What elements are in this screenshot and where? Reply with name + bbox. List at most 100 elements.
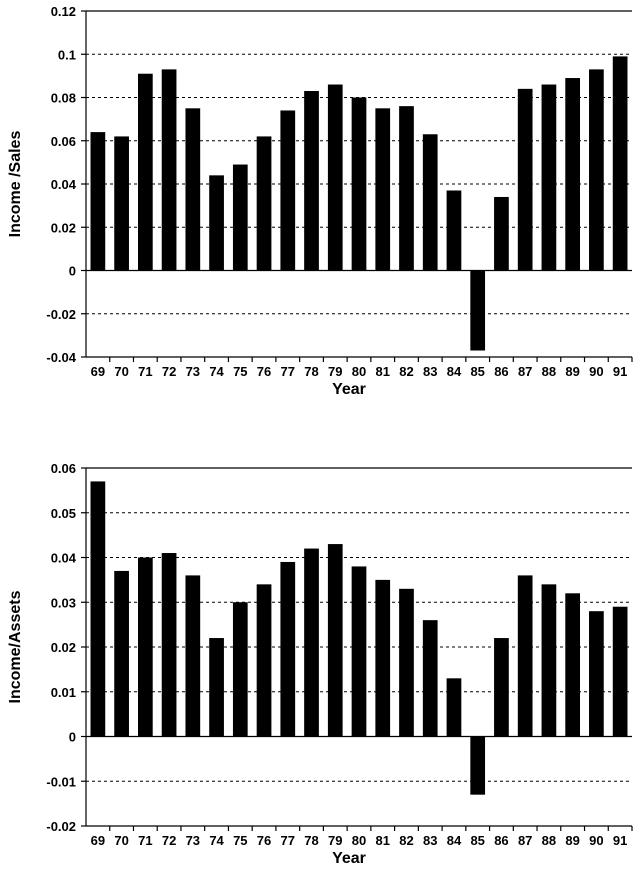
x-tick-label: 89 [565,364,579,379]
x-tick-label: 90 [589,833,603,848]
bar-90 [589,69,604,271]
x-tick-label: 88 [542,364,556,379]
bar-73 [185,575,201,737]
x-tick-label: 82 [399,364,413,379]
x-tick-label: 72 [162,364,176,379]
y-tick-label: 0.01 [51,685,76,700]
x-tick-label: 69 [91,364,105,379]
y-tick-label: -0.02 [46,819,76,834]
bar-76 [256,136,272,271]
bar-88 [541,84,557,271]
x-tick-label: 85 [470,833,484,848]
y-tick-label: 0 [69,264,76,279]
x-tick-label: 70 [114,833,128,848]
bar-69 [90,132,106,271]
y-tick-label: 0.12 [51,4,76,19]
x-tick-label: 87 [518,833,532,848]
x-tick-label: 69 [91,833,105,848]
y-tick-label: 0.04 [51,177,77,192]
x-tick-label: 72 [162,833,176,848]
x-tick-label: 70 [114,364,128,379]
bar-91 [612,606,628,737]
x-tick-label: 73 [186,833,200,848]
x-tick-label: 79 [328,364,342,379]
y-tick-label: 0.06 [51,134,76,149]
x-tick-label: 73 [186,364,200,379]
x-tick-label: 84 [447,833,462,848]
y-tick-label: 0.05 [51,506,76,521]
x-tick-label: 71 [138,833,152,848]
x-tick-label: 86 [494,364,508,379]
bar-74 [209,175,224,271]
bar-87 [517,88,533,271]
bar-85 [470,270,486,351]
bar-82 [399,588,414,737]
y-axis-title: Income /Sales [7,131,24,238]
x-tick-label: 75 [233,833,247,848]
y-tick-label: 0.08 [51,91,76,106]
x-tick-label: 89 [565,833,579,848]
x-tick-label: 82 [399,833,413,848]
bar-91 [612,56,628,271]
income-sales-chart: -0.04 -0.02 0 0.02 0.04 0.06 0.08 0.1 0.12 69 70 71… [7,4,633,398]
x-tick-label: 84 [447,364,462,379]
bar-84 [446,678,462,737]
x-tick-label: 77 [281,364,295,379]
x-tick-label: 80 [352,364,366,379]
y-tick-label: 0.03 [51,595,76,610]
bar-77 [280,561,296,737]
x-tick-label: 79 [328,833,342,848]
x-tick-label: 77 [281,833,295,848]
y-tick-label: 0.02 [51,220,76,235]
bar-72 [161,553,177,737]
x-tick-label: 87 [518,364,532,379]
x-tick-label: 81 [376,364,390,379]
bar-77 [280,110,296,271]
bar-74 [209,638,224,737]
bar-72 [161,69,177,271]
bar-78 [304,548,319,737]
x-tick-label: 91 [613,833,627,848]
x-axis-title: Year [332,381,366,398]
x-tick-label: 76 [257,833,271,848]
x-tick-label: 81 [376,833,390,848]
bar-89 [565,593,581,737]
x-tick-label: 75 [233,364,247,379]
bar-80 [351,566,367,737]
x-tick-label: 80 [352,833,366,848]
x-tick-label: 88 [542,833,556,848]
x-tick-label: 85 [470,364,484,379]
bar-83 [422,620,438,737]
x-tick-label: 74 [209,364,224,379]
bar-81 [375,579,391,737]
bar-90 [589,611,604,737]
y-tick-label: 0.02 [51,640,76,655]
bar-84 [446,190,462,271]
x-axis-title: Year [332,850,366,867]
y-tick-label: -0.02 [46,307,76,322]
bar-82 [399,106,414,271]
bar-80 [351,97,367,271]
x-tick-label: 71 [138,364,152,379]
bar-83 [422,134,438,271]
bar-79 [327,544,343,737]
y-tick-label: 0 [69,730,76,745]
bar-81 [375,108,391,271]
x-tick-label: 83 [423,364,437,379]
bar-71 [137,73,153,271]
bar-70 [114,136,129,271]
x-tick-label: 78 [304,364,318,379]
y-axis-title: Income/Assets [7,590,24,703]
y-tick-label: 0.06 [51,461,76,476]
y-tick-label: 0.04 [51,551,77,566]
income-assets-chart: -0.02 -0.01 0 0.01 0.02 0.03 0.04 0.05 0.06 69 70 7… [7,461,633,867]
x-tick-label: 76 [257,364,271,379]
x-tick-label: 83 [423,833,437,848]
y-tick-label: -0.04 [46,350,76,365]
bar-78 [304,91,319,271]
bar-85 [470,736,486,795]
y-tick-label: -0.01 [46,774,76,789]
bar-79 [327,84,343,271]
bar-69 [90,481,106,737]
